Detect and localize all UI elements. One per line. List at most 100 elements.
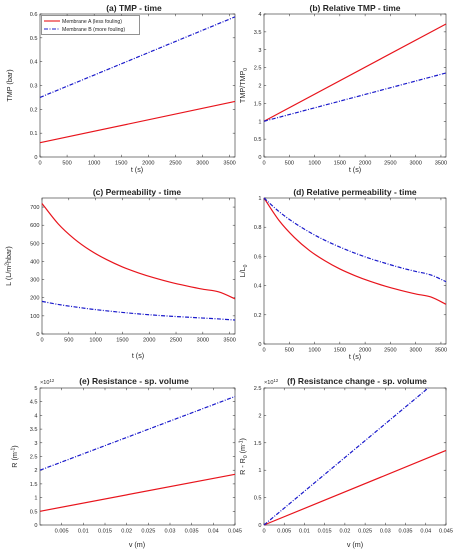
panel-c-x-tick-label: 2500 (170, 338, 182, 344)
panel-e-y-exponent: ×1012 (40, 378, 55, 386)
panel-f-x-label: v (m) (347, 540, 363, 549)
panel-f-x-ticks: 0 0.005 0.01 0.015 0.02 0.025 0.03 0.035 0.04 0.0… (262, 388, 453, 535)
panel-d-y-tick-label: 1 (258, 196, 261, 202)
panel-f-title: (f) Resistance change - sp. volume (287, 376, 427, 386)
panel-d-y-tick-label: 0 (258, 342, 261, 348)
panel-b-x-tick-label: 0 (262, 161, 265, 167)
panel-e-y-tick-label: 2.5 (30, 455, 38, 461)
panel-e-y-tick-label: 4.5 (30, 400, 38, 406)
panel-b-x-tick-label: 1500 (334, 161, 346, 167)
panel-b-x-tick-label: 2000 (359, 161, 371, 167)
panel-b-x-ticks: 0 500 1000 1500 2000 2500 3000 3500 (262, 14, 447, 167)
panel-f-y-exponent: ×1012 (264, 378, 279, 386)
panel-d-x-tick-label: 2000 (359, 348, 371, 354)
panel-e-series (39, 395, 236, 512)
panel-c-y-tick-label: 500 (30, 241, 39, 247)
panel-c-x-ticks: 0 500 1000 1500 2000 2500 3000 3500 (40, 198, 236, 344)
panel-c-y-tick-label: 200 (30, 296, 39, 302)
panel-b-y-tick-label: 4 (258, 12, 261, 18)
panel-a-series-membrane-b-line (39, 16, 236, 98)
panel-d-y-label-main: L/L (238, 267, 247, 277)
panel-d-x-tick-label: 3500 (435, 348, 447, 354)
panel-e-x-tick-label: 0.015 (98, 529, 112, 535)
panel-d-y-tick-label: 0.8 (254, 225, 262, 231)
panel-b-y-tick-label: 0 (258, 155, 261, 161)
legend-box (41, 15, 140, 35)
panel-e-y-tick-label: 0 (34, 523, 37, 529)
panel-b-y-label-main: TMP/TMP (238, 71, 247, 104)
panel-e-y-exponent-base: ×10 (40, 380, 50, 386)
panel-e-y-tick-label: 3 (34, 441, 37, 447)
panel-c-y-tick-label: 700 (30, 205, 39, 211)
panel-f-y-tick-label: 2.5 (254, 386, 262, 392)
panel-b-y-tick-label: 3 (258, 48, 261, 54)
panel-a-axes-box (39, 13, 236, 158)
panel-a-y-tick-label: 0.3 (30, 84, 38, 90)
panel-e-y-label-main: R (m (10, 452, 19, 468)
panel-a-x-tick-label: 2000 (142, 161, 154, 167)
panel-e: (e) Resistance - sp. volume ×1012 0.005 0… (10, 376, 242, 549)
panel-f-x-tick-label: 0 (262, 529, 265, 535)
panel-d-axes-box (263, 197, 447, 345)
panel-d-y-label: L/L0 (238, 264, 249, 277)
panel-c-title: (c) Permeability - time (93, 187, 182, 197)
panel-f-y-tick-label: 1.5 (254, 441, 262, 447)
panel-f-y-label-sub: 0 (243, 455, 249, 458)
panel-f-y-label: R - R0 (m-1) (238, 438, 249, 475)
panel-b-series-membrane-a-line (263, 23, 447, 122)
panel-f-x-tick-label: 0.02 (339, 529, 350, 535)
panel-b-axes-box (263, 13, 447, 158)
panel-c-x-tick-label: 500 (64, 338, 73, 344)
panel-f-y-tick-label: 0.5 (254, 496, 262, 502)
panel-a-x-tick-label: 2500 (169, 161, 181, 167)
legend-label-membrane-b: Membrane B (more fouling) (62, 27, 125, 33)
panel-c-y-tick-label: 300 (30, 278, 39, 284)
panel-f-x-tick-label: 0.01 (299, 529, 310, 535)
panel-c-x-label: t (s) (132, 351, 144, 360)
panel-c: (c) Permeability - time 0 500 1000 1500 2000… (4, 187, 236, 360)
panel-d-series-membrane-a-line (263, 197, 447, 305)
panel-d-x-tick-label: 1000 (308, 348, 320, 354)
panel-f-y-tick-label: 2 (258, 413, 261, 419)
panel-b-x-tick-label: 3500 (435, 161, 447, 167)
panel-a-series-membrane-a-line (39, 100, 236, 144)
panel-a-y-tick-label: 0 (34, 155, 37, 161)
panel-b-y-tick-label: 1.5 (254, 101, 262, 107)
panel-f-x-tick-label: 0.025 (358, 529, 372, 535)
panel-a-y-tick-label: 0.4 (30, 60, 38, 66)
panel-a-y-tick-label: 0.2 (30, 107, 38, 113)
panel-f-y-label-tail: (m (238, 445, 247, 455)
panel-f-x-tick-label: 0.035 (399, 529, 413, 535)
panel-c-x-tick-label: 3000 (197, 338, 209, 344)
panel-f-y-tick-label: 1 (258, 468, 261, 474)
panel-f-y-label-tail2: ) (238, 438, 247, 440)
panel-e-x-tick-label: 0.02 (121, 529, 132, 535)
panel-a-y-ticks: 0 0.1 0.2 0.3 0.4 0.5 0.6 (30, 12, 235, 161)
panel-c-x-tick-label: 1000 (89, 338, 101, 344)
panel-b: (b) Relative TMP - time 0 500 1000 1500 2000… (238, 3, 447, 174)
panel-a-x-label: t (s) (131, 165, 143, 174)
panel-e-title: (e) Resistance - sp. volume (79, 376, 189, 386)
panel-d-y-tick-label: 0.2 (254, 313, 262, 319)
panel-b-x-tick-label: 3000 (409, 161, 421, 167)
panel-c-series-membrane-b-line (41, 300, 236, 321)
panel-c-series (41, 203, 236, 321)
panel-c-series-membrane-a-line (41, 203, 236, 300)
panel-d-x-tick-label: 3000 (409, 348, 421, 354)
panel-c-y-label-tail: hbar) (4, 246, 13, 263)
panel-a-x-tick-label: 3000 (196, 161, 208, 167)
panel-b-series (263, 23, 447, 122)
panel-e-axes-box (39, 387, 236, 526)
panel-a-series (39, 16, 236, 144)
panel-c-y-label-main: L (L/m (4, 266, 13, 286)
panel-d-y-label-sub: 0 (243, 264, 249, 267)
panel-f-y-exponent-base: ×10 (264, 380, 274, 386)
panel-e-x-tick-label: 0.035 (185, 529, 199, 535)
panel-a: (a) TMP - time 0 500 1000 1500 2000 2500 3000 3… (5, 3, 236, 174)
panel-d-x-tick-label: 0 (262, 348, 265, 354)
panel-b-y-tick-label: 2 (258, 84, 261, 90)
panel-f-y-tick-label: 0 (258, 523, 261, 529)
panel-b-series-membrane-b-line (263, 72, 447, 122)
panel-e-series-membrane-a-line (39, 473, 236, 512)
panel-a-y-tick-label: 0.1 (30, 131, 38, 137)
